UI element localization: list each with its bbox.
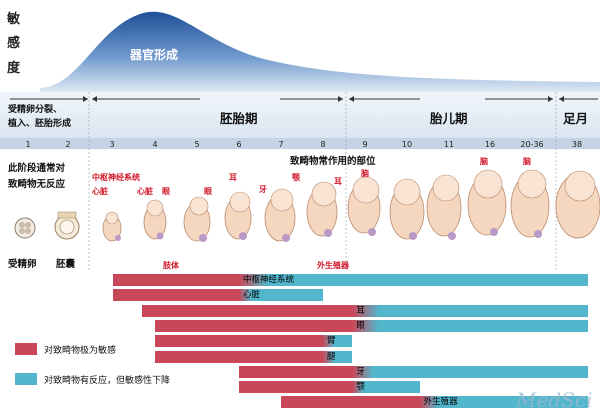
organ-label-heart-1: 心脏 — [92, 187, 108, 196]
medsci-watermark: MedSci — [516, 388, 593, 412]
week-7: 7 — [278, 140, 284, 149]
organ-label-ear-1: 耳 — [229, 173, 237, 182]
y-axis-label-3: 度 — [7, 61, 21, 76]
blastocyst-illustration — [54, 211, 80, 240]
embryo-period-label: 胚胎期 — [220, 111, 258, 126]
week-11: 11 — [443, 140, 455, 149]
sensitivity-bar-label: 腿 — [327, 351, 336, 362]
sensitivity-bar: 颚 — [239, 381, 420, 394]
week-2: 2 — [65, 140, 71, 149]
no-response-note-2: 致畸物无反应 — [8, 179, 66, 190]
sensitivity-bar-label: 心脏 — [243, 290, 261, 301]
sensitivity-bar: 眼 — [155, 319, 588, 332]
organogenesis-label: 器官形成 — [130, 48, 179, 62]
week-3: 3 — [109, 140, 115, 149]
sensitivity-bar-label: 耳 — [356, 305, 365, 316]
organ-label-brain-2: 脑 — [480, 157, 488, 166]
organ-label-palate: 颚 — [292, 173, 300, 182]
organ-label-eye-1: 眼 — [162, 187, 170, 196]
week-5: 5 — [194, 140, 200, 149]
blastocyst-label: 胚囊 — [56, 259, 76, 270]
sensitivity-bar: 牙 — [239, 365, 588, 378]
sensitivity-bar: 耳 — [142, 304, 588, 317]
sensitivity-bar-label: 臂 — [327, 336, 336, 347]
legend-high-label: 对致畸物极为敏感 — [44, 346, 117, 356]
common-sites-note: 致畸物常作用的部位 — [290, 156, 376, 167]
sensitivity-bar-label: 外生殖器 — [423, 397, 458, 408]
pre-embryo-label-1: 受精卵分裂、 — [8, 105, 63, 115]
organ-label-heart-2: 心脏 — [137, 187, 153, 196]
sensitivity-bar: 腿 — [155, 350, 353, 363]
week-20-36: 20-36 — [520, 140, 544, 149]
organ-label-brain-1: 脑 — [361, 169, 369, 178]
sensitivity-bar-label: 中枢神经系统 — [243, 275, 295, 285]
week-6: 6 — [236, 140, 242, 149]
y-axis-label-1: 敏 — [7, 12, 21, 27]
sensitivity-bar-label: 牙 — [356, 366, 365, 377]
sensitivity-bar: 中枢神经系统 — [113, 274, 588, 286]
week-38: 38 — [571, 140, 583, 149]
y-axis-label-2: 感 — [7, 36, 21, 51]
organ-label-teeth: 牙 — [259, 185, 267, 194]
week-10: 10 — [401, 140, 413, 149]
organ-label-limbs: 肢体 — [163, 261, 179, 270]
week-9: 9 — [362, 140, 368, 149]
sensitivity-bar-label: 颚 — [356, 382, 365, 393]
term-label: 足月 — [563, 111, 589, 126]
organ-label-ear-2: 耳 — [334, 177, 342, 186]
legend-low-swatch — [15, 373, 37, 385]
week-1: 1 — [25, 140, 31, 149]
fetal-period-label: 胎儿期 — [430, 111, 468, 126]
sensitivity-bar: 心脏 — [113, 289, 323, 302]
week-8: 8 — [320, 140, 326, 149]
organ-label-brain-3: 脑 — [523, 157, 531, 166]
organ-label-genitalia: 外生殖器 — [317, 261, 349, 270]
sensitivity-bar: 臂 — [155, 335, 353, 348]
week-4: 4 — [152, 140, 158, 149]
organ-label-cns: 中枢神经系统 — [92, 173, 140, 182]
organ-label-eye-2: 眼 — [204, 187, 212, 196]
week-16: 16 — [484, 140, 496, 149]
legend-high-swatch — [15, 343, 37, 355]
legend-low-label: 对致畸物有反应，但敏感性下降 — [44, 376, 171, 386]
zygote-illustration — [14, 217, 36, 239]
no-response-note-1: 此阶段通常对 — [8, 163, 66, 174]
sensitivity-bar: 外生殖器 — [281, 396, 588, 409]
sensitivity-bar-label: 眼 — [356, 320, 365, 331]
pre-embryo-label-2: 植入、胚胎形成 — [8, 119, 72, 129]
zygote-label: 受精卵 — [8, 259, 37, 270]
